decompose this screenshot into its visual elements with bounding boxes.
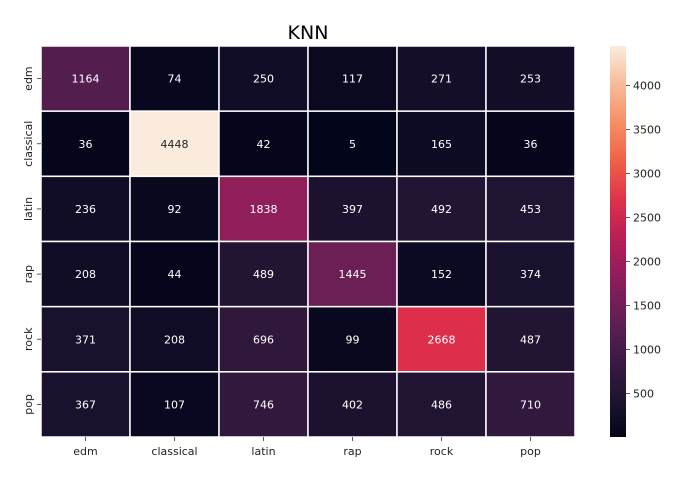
cell-value-label: 36 (524, 138, 538, 151)
cell-value-label: 44 (168, 268, 182, 281)
heatmap-cell (396, 175, 487, 243)
cell-value-label: 5 (349, 138, 356, 151)
heatmap-cell (40, 371, 131, 438)
colorbar-tick-label: 1000 (633, 343, 661, 356)
cell-value-label: 253 (520, 73, 541, 86)
cell-value-label: 489 (253, 268, 274, 281)
heatmap-cell (485, 371, 576, 438)
cell-value-label: 371 (75, 333, 96, 346)
cell-value-label: 92 (168, 203, 182, 216)
cell-value-label: 374 (520, 268, 541, 281)
heatmap-cell (218, 305, 309, 373)
cell-value-label: 107 (164, 398, 185, 411)
heatmap-cell (218, 45, 309, 112)
y-tick-label: rock (22, 327, 35, 351)
cell-value-label: 208 (75, 268, 96, 281)
y-tick-label: edm (22, 66, 35, 90)
cell-value-label: 1164 (72, 73, 100, 86)
chart-title: KNN (288, 22, 329, 44)
heatmap-cell (307, 175, 398, 243)
heatmap-cells: 1164 74 250 117 271 253 36 4448 42 5 165 36 236 92 183… (40, 45, 576, 438)
colorbar-ticks: 500 1000 1500 2000 2500 3000 3500 4000 (626, 79, 661, 400)
cell-value-label: 236 (75, 203, 96, 216)
y-tick-label: classical (22, 121, 35, 167)
y-axis: edm classical latin rap rock pop (22, 66, 41, 415)
heatmap-cell (218, 240, 309, 308)
x-tick-label: rock (430, 445, 454, 458)
heatmap-cell (485, 240, 576, 308)
cell-value-label: 453 (520, 203, 541, 216)
cell-value-label: 74 (168, 73, 182, 86)
y-tick-label: rap (22, 265, 35, 283)
heatmap-cell (129, 110, 220, 178)
cell-value-label: 696 (253, 333, 274, 346)
heatmap-cell (307, 240, 398, 308)
cell-value-label: 271 (431, 73, 452, 86)
heatmap-cell (129, 240, 220, 308)
x-tick-label: classical (151, 445, 197, 458)
heatmap-cell (129, 45, 220, 112)
heatmap-cell (307, 110, 398, 178)
cell-value-label: 208 (164, 333, 185, 346)
cell-value-label: 710 (520, 398, 541, 411)
heatmap-cell (485, 175, 576, 243)
x-tick-label: pop (520, 445, 541, 458)
cell-value-label: 746 (253, 398, 274, 411)
colorbar-tick-label: 1500 (633, 299, 661, 312)
cell-value-label: 487 (520, 333, 541, 346)
heatmap-cell (129, 175, 220, 243)
cell-value-label: 1445 (339, 268, 367, 281)
x-tick-label: latin (251, 445, 275, 458)
cell-value-label: 117 (342, 73, 363, 86)
colorbar-gradient (610, 46, 626, 437)
colorbar-tick-label: 2000 (633, 255, 661, 268)
heatmap-cell (485, 45, 576, 112)
cell-value-label: 152 (431, 268, 452, 281)
y-tick-label: latin (22, 197, 35, 221)
colorbar: 500 1000 1500 2000 2500 3000 3500 4000 (610, 46, 661, 437)
x-tick-label: edm (73, 445, 97, 458)
cell-value-label: 486 (431, 398, 452, 411)
colorbar-tick-label: 4000 (633, 79, 661, 92)
cell-value-label: 4448 (161, 138, 189, 151)
cell-value-label: 99 (346, 333, 360, 346)
cell-value-label: 2668 (428, 333, 456, 346)
x-axis: edm classical latin rap rock pop (73, 437, 541, 458)
heatmap-cell (40, 240, 131, 308)
y-tick-label: pop (22, 394, 35, 415)
colorbar-tick-label: 2500 (633, 211, 661, 224)
cell-value-label: 367 (75, 398, 96, 411)
cell-value-label: 492 (431, 203, 452, 216)
cell-value-label: 402 (342, 398, 363, 411)
heatmap-cell (396, 240, 487, 308)
heatmap-cell (485, 305, 576, 373)
cell-value-label: 165 (431, 138, 452, 151)
colorbar-tick-label: 3500 (633, 123, 661, 136)
cell-value-label: 250 (253, 73, 274, 86)
x-tick-label: rap (343, 445, 361, 458)
cell-value-label: 36 (79, 138, 93, 151)
colorbar-tick-label: 500 (633, 387, 654, 400)
colorbar-tick-label: 3000 (633, 167, 661, 180)
heatmap-cell (396, 305, 487, 373)
heatmap-cell (307, 305, 398, 373)
cell-value-label: 42 (257, 138, 271, 151)
cell-value-label: 1838 (250, 203, 278, 216)
heatmap-cell (40, 45, 131, 112)
heatmap-cell (485, 110, 576, 178)
cell-value-label: 397 (342, 203, 363, 216)
